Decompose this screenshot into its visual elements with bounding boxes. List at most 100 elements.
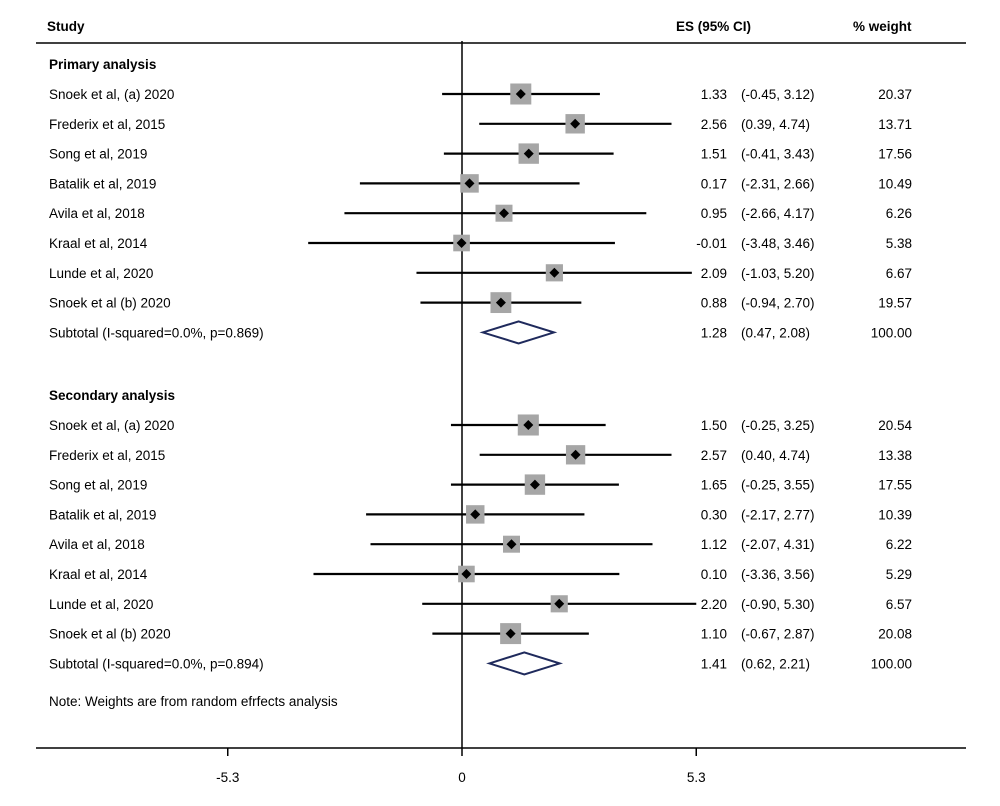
weight-value: 19.57 bbox=[878, 296, 912, 311]
study-row: Avila et al, 2018 0.95 (-2.66, 4.17) 6.26 bbox=[49, 204, 912, 222]
point-estimate bbox=[570, 449, 581, 460]
header-es-ci: ES (95% CI) bbox=[676, 19, 751, 34]
weight-value: 6.67 bbox=[886, 266, 912, 281]
es-value: 1.50 bbox=[701, 418, 727, 433]
x-tick-label: 5.3 bbox=[687, 770, 706, 785]
point-estimate bbox=[464, 178, 475, 189]
point-estimate bbox=[498, 208, 509, 219]
study-label: Avila et al, 2018 bbox=[49, 537, 145, 552]
weight-value: 13.38 bbox=[878, 448, 912, 463]
study-row: Lunde et al, 2020 2.09 (-1.03, 5.20) 6.67 bbox=[49, 264, 912, 282]
es-value: 2.56 bbox=[701, 117, 727, 132]
study-label: Snoek et al (b) 2020 bbox=[49, 627, 171, 642]
point-estimate bbox=[549, 267, 560, 278]
es-value: 0.30 bbox=[701, 507, 727, 522]
es-value: 0.10 bbox=[701, 567, 727, 582]
study-row: Snoek et al, (a) 2020 1.50 (-0.25, 3.25) 20… bbox=[49, 414, 912, 436]
study-row: Frederix et al, 2015 2.57 (0.40, 4.74) 13.3… bbox=[49, 445, 912, 465]
point-estimate bbox=[523, 420, 534, 430]
weight-value: 6.26 bbox=[886, 206, 912, 221]
weight-value: 6.57 bbox=[886, 597, 912, 612]
es-value: 1.33 bbox=[701, 87, 727, 102]
study-label: Batalik et al, 2019 bbox=[49, 507, 156, 522]
ci-value: (-0.25, 3.25) bbox=[741, 418, 815, 433]
study-row: Batalik et al, 2019 0.30 (-2.17, 2.77) 10.3… bbox=[49, 505, 912, 524]
study-row: Batalik et al, 2019 0.17 (-2.31, 2.66) 10.4… bbox=[49, 174, 912, 193]
weight-value: 10.49 bbox=[878, 176, 912, 191]
study-label: Snoek et al, (a) 2020 bbox=[49, 87, 174, 102]
weight-value: 20.37 bbox=[878, 87, 912, 102]
ci-value: (-2.66, 4.17) bbox=[741, 206, 815, 221]
x-tick-label: -5.3 bbox=[216, 770, 239, 785]
weight-value: 17.56 bbox=[878, 147, 912, 162]
ci-value: (-2.17, 2.77) bbox=[741, 507, 815, 522]
ci-value: (-0.67, 2.87) bbox=[741, 627, 815, 642]
point-estimate bbox=[523, 148, 534, 159]
subtotal-row: Subtotal (I-squared=0.0%, p=0.869) 1.28 (0… bbox=[49, 320, 912, 345]
subtotal-label: Subtotal (I-squared=0.0%, p=0.869) bbox=[49, 325, 264, 340]
ci-value: (-0.94, 2.70) bbox=[741, 296, 815, 311]
ci-value: (0.47, 2.08) bbox=[741, 325, 810, 340]
ci-value: (-3.36, 3.56) bbox=[741, 567, 815, 582]
es-value: 1.51 bbox=[701, 147, 727, 162]
study-row: Kraal et al, 2014 0.10 (-3.36, 3.56) 5.29 bbox=[49, 565, 912, 583]
study-row: Lunde et al, 2020 2.20 (-0.90, 5.30) 6.57 bbox=[49, 595, 912, 613]
es-value: 0.95 bbox=[701, 206, 727, 221]
point-estimate bbox=[456, 238, 467, 248]
ci-value: (-3.48, 3.46) bbox=[741, 236, 815, 251]
study-row: Song et al, 2019 1.65 (-0.25, 3.55) 17.55 bbox=[49, 474, 912, 495]
subtotal-row: Subtotal (I-squared=0.0%, p=0.894) 1.41 (0… bbox=[49, 651, 912, 676]
x-tick-label: 0 bbox=[458, 770, 466, 785]
es-value: 2.57 bbox=[701, 448, 727, 463]
study-label: Avila et al, 2018 bbox=[49, 206, 145, 221]
section-title: Primary analysis bbox=[49, 57, 156, 72]
study-label: Kraal et al, 2014 bbox=[49, 567, 148, 582]
weight-value: 5.38 bbox=[886, 236, 912, 251]
point-estimate bbox=[470, 509, 481, 520]
study-label: Snoek et al (b) 2020 bbox=[49, 296, 171, 311]
ci-value: (-0.90, 5.30) bbox=[741, 597, 815, 612]
weight-value: 10.39 bbox=[878, 507, 912, 522]
ci-value: (0.39, 4.74) bbox=[741, 117, 810, 132]
study-row: Song et al, 2019 1.51 (-0.41, 3.43) 17.56 bbox=[49, 143, 912, 164]
es-value: 1.10 bbox=[701, 627, 727, 642]
es-value: 0.88 bbox=[701, 296, 727, 311]
study-row: Frederix et al, 2015 2.56 (0.39, 4.74) 13.7… bbox=[49, 114, 912, 134]
es-value: 1.65 bbox=[701, 478, 727, 493]
weight-value: 5.29 bbox=[886, 567, 912, 582]
point-estimate bbox=[515, 89, 526, 99]
study-row: Snoek et al (b) 2020 0.88 (-0.94, 2.70) 19.… bbox=[49, 292, 912, 314]
point-estimate bbox=[506, 539, 517, 550]
study-label: Song et al, 2019 bbox=[49, 478, 147, 493]
ci-value: (-0.45, 3.12) bbox=[741, 87, 815, 102]
header-study: Study bbox=[47, 19, 85, 34]
study-label: Kraal et al, 2014 bbox=[49, 236, 148, 251]
header-weight: % weight bbox=[853, 19, 912, 34]
note-text: Note: Weights are from random efrfects a… bbox=[49, 694, 338, 709]
study-label: Frederix et al, 2015 bbox=[49, 117, 165, 132]
weight-value: 100.00 bbox=[871, 325, 912, 340]
point-estimate bbox=[461, 569, 472, 579]
ci-value: (0.62, 2.21) bbox=[741, 656, 810, 671]
study-label: Lunde et al, 2020 bbox=[49, 266, 153, 281]
study-rows: Primary analysis Snoek et al, (a) 2020 1.3… bbox=[49, 41, 912, 748]
pooled-diamond bbox=[479, 320, 558, 345]
point-estimate bbox=[505, 628, 516, 639]
pooled-diamond bbox=[486, 651, 564, 676]
study-label: Lunde et al, 2020 bbox=[49, 597, 153, 612]
study-label: Frederix et al, 2015 bbox=[49, 448, 165, 463]
es-value: -0.01 bbox=[696, 236, 727, 251]
es-value: 1.41 bbox=[701, 656, 727, 671]
ci-value: (-2.07, 4.31) bbox=[741, 537, 815, 552]
es-value: 0.17 bbox=[701, 176, 727, 191]
ci-value: (-2.31, 2.66) bbox=[741, 176, 815, 191]
weight-value: 20.54 bbox=[878, 418, 912, 433]
ci-value: (-1.03, 5.20) bbox=[741, 266, 815, 281]
section-title: Secondary analysis bbox=[49, 388, 175, 403]
point-estimate bbox=[554, 598, 565, 609]
study-label: Song et al, 2019 bbox=[49, 147, 147, 162]
es-value: 1.28 bbox=[701, 325, 727, 340]
study-row: Snoek et al, (a) 2020 1.33 (-0.45, 3.12) 20… bbox=[49, 83, 912, 105]
ci-value: (0.40, 4.74) bbox=[741, 448, 810, 463]
